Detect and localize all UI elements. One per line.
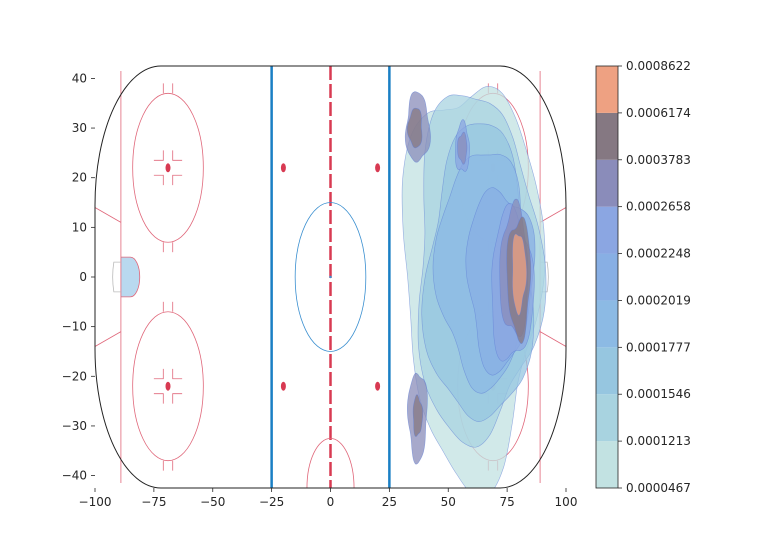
colorbar-frame [595, 65, 619, 489]
trapezoid-line [539, 331, 567, 347]
x-tick-label: 25 [382, 495, 397, 509]
trapezoid-line [94, 207, 122, 223]
density-region [412, 394, 424, 437]
x-tick-label: 0 [327, 495, 335, 509]
colorbar-segment [596, 253, 618, 301]
faceoff-circle [132, 311, 204, 462]
x-tick-label: 50 [441, 495, 456, 509]
neutral-zone-dot [375, 163, 381, 173]
x-tick-label: 75 [499, 495, 514, 509]
faceoff-dot [165, 163, 171, 173]
rink-boards [94, 65, 567, 489]
y-tick-label: −10 [62, 320, 87, 334]
colorbar-tick-label: 0.0008622 [626, 59, 691, 73]
trapezoid-line [94, 331, 122, 347]
y-tick-label: 10 [72, 220, 87, 234]
colorbar-tick-label: 0.0001777 [626, 340, 691, 354]
colorbar-segment [596, 394, 618, 442]
rink-markings [94, 66, 567, 489]
goal-net [540, 261, 549, 293]
x-tick-label: −25 [259, 495, 284, 509]
hash-mark [153, 174, 164, 186]
colorbar-tick-label: 0.0001546 [626, 387, 691, 401]
hash-mark [172, 368, 183, 380]
goal-net [112, 261, 121, 293]
center-circle [294, 202, 367, 352]
x-axis: −100 −75 −50 −25 0 25 50 75 100 [79, 488, 578, 509]
hash-mark [153, 150, 164, 161]
hash-mark [153, 393, 164, 404]
y-tick-label: −40 [62, 469, 87, 483]
colorbar-tick-label: 0.0002658 [626, 200, 691, 214]
y-tick-label: −20 [62, 369, 87, 383]
trapezoid-line [539, 207, 567, 223]
colorbar-tick-label: 0.0001213 [626, 434, 691, 448]
colorbar-segment [596, 206, 618, 254]
density-contours [401, 86, 547, 488]
colorbar-segment [596, 300, 618, 348]
colorbar-tick-label: 0.0006174 [626, 106, 691, 120]
density-region [457, 131, 468, 165]
colorbar-tick-label: 0.0003783 [626, 153, 691, 167]
hash-mark [172, 393, 183, 404]
y-tick-label: 40 [72, 71, 87, 85]
referee-crease [306, 438, 355, 489]
center-dot [329, 275, 332, 279]
y-tick-label: 0 [79, 270, 87, 284]
density-region [512, 233, 528, 316]
neutral-zone-dot [280, 163, 286, 173]
hash-mark [153, 368, 164, 380]
colorbar-segment [596, 112, 618, 160]
density-region [406, 107, 423, 149]
y-axis: −40 −30 −20 −10 0 10 20 30 40 [62, 71, 95, 483]
goal-crease [120, 256, 141, 298]
faceoff-dot [165, 381, 171, 391]
y-tick-label: −30 [62, 419, 87, 433]
y-tick-label: 30 [72, 121, 87, 135]
colorbar-segment [596, 441, 618, 488]
colorbar-tick-label: 0.0002019 [626, 293, 691, 307]
plot-area [94, 65, 567, 489]
hash-mark [172, 150, 183, 161]
neutral-zone-dot [280, 381, 286, 391]
x-tick-label: −100 [79, 495, 112, 509]
x-tick-label: −75 [141, 495, 166, 509]
neutral-zone-dot [375, 381, 381, 391]
colorbar-segment [596, 347, 618, 395]
colorbar: 0.0000467 0.0001213 0.0001546 0.0001777 0.00… [595, 59, 691, 495]
colorbar-tick-label: 0.0000467 [626, 481, 691, 495]
colorbar-tick-label: 0.0002248 [626, 247, 691, 261]
colorbar-segment [596, 66, 618, 113]
hash-mark [172, 174, 183, 186]
x-tick-label: −50 [200, 495, 225, 509]
y-tick-label: 20 [72, 171, 87, 185]
x-tick-label: 100 [555, 495, 578, 509]
colorbar-segment [596, 159, 618, 207]
faceoff-circle [132, 92, 204, 243]
